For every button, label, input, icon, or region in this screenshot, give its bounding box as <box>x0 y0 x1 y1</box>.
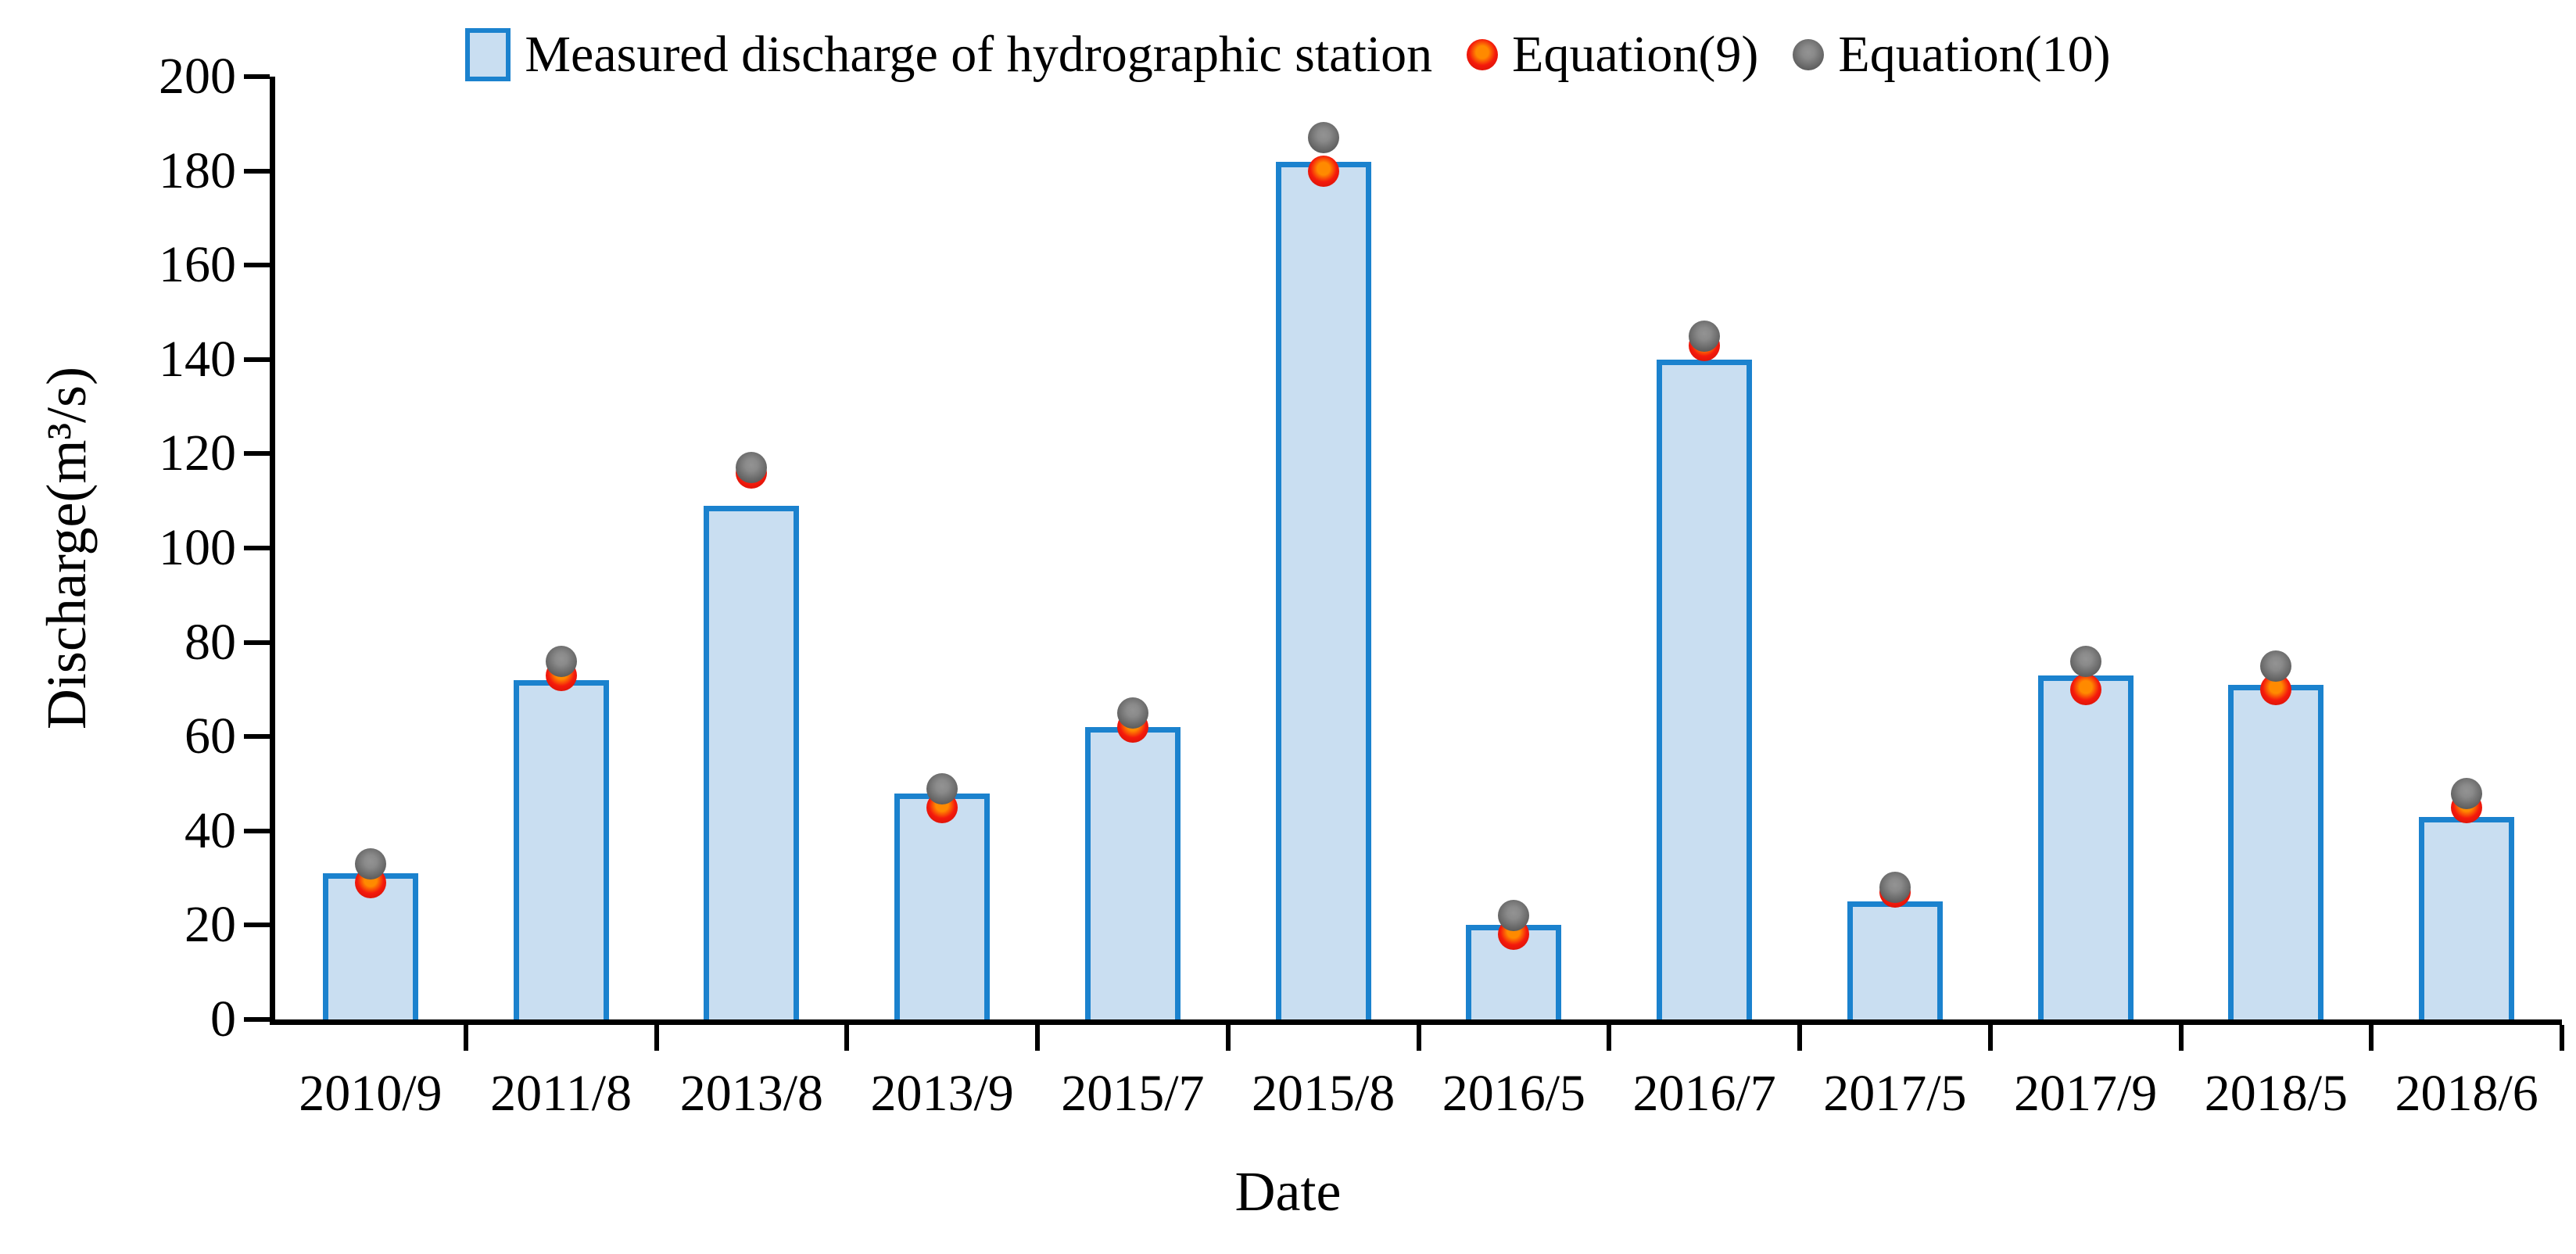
x-tick-label: 2018/5 <box>2204 1065 2348 1122</box>
bar <box>894 793 991 1019</box>
legend-item-measured: Measured discharge of hydrographic stati… <box>465 28 1432 81</box>
legend-label-eq10: Equation(10) <box>1838 26 2111 83</box>
y-tick-label: 180 <box>159 142 236 199</box>
bar <box>1657 359 1753 1019</box>
eq10-point <box>926 772 958 804</box>
y-tick-label: 140 <box>159 330 236 388</box>
y-tick-label: 80 <box>185 613 236 671</box>
x-tick <box>1987 1025 1993 1051</box>
eq10-point <box>545 645 577 677</box>
y-tick-label: 60 <box>185 708 236 765</box>
y-tick <box>244 168 270 174</box>
eq10-point <box>1689 320 1721 352</box>
legend-item-eq9: Equation(9) <box>1467 29 1758 81</box>
eq10-point <box>2069 645 2101 677</box>
x-tick <box>654 1025 659 1051</box>
x-tick <box>1416 1025 1421 1051</box>
eq10-point <box>354 848 386 880</box>
y-tick-label: 160 <box>159 236 236 294</box>
eq10-point <box>2260 650 2292 682</box>
x-tick <box>844 1025 850 1051</box>
y-tick-label: 20 <box>185 896 236 954</box>
y-tick <box>244 356 270 362</box>
bar <box>2419 816 2515 1019</box>
y-tick <box>244 923 270 928</box>
y-tick <box>244 1017 270 1022</box>
eq10-point <box>1307 122 1339 154</box>
eq9-point <box>2069 673 2101 705</box>
y-tick-label: 120 <box>159 425 236 482</box>
legend-label-eq9: Equation(9) <box>1512 26 1759 83</box>
x-tick-label: 2010/9 <box>299 1065 442 1122</box>
y-tick <box>244 546 270 550</box>
x-tick <box>1035 1025 1040 1051</box>
eq10-point <box>736 452 768 484</box>
x-tick-label: 2016/5 <box>1442 1065 1586 1122</box>
legend-label-measured: Measured discharge of hydrographic stati… <box>525 26 1433 83</box>
x-tick <box>2178 1025 2184 1051</box>
bar <box>1275 161 1371 1019</box>
eq10-point <box>1498 900 1530 932</box>
x-tick <box>1225 1025 1231 1051</box>
x-tick-label: 2017/5 <box>1823 1065 1967 1122</box>
bar <box>1084 727 1181 1019</box>
x-tick <box>463 1025 468 1051</box>
x-tick <box>1607 1025 1612 1051</box>
eq9-dot-icon <box>1467 39 1499 70</box>
bar <box>1847 901 1943 1019</box>
bar <box>2228 684 2324 1019</box>
y-tick <box>244 734 270 740</box>
plot-area: 0 20 40 60 80 100 120 140 160 180 200 2010/9 2011/8 2… <box>159 51 2564 1120</box>
eq10-point <box>1116 697 1148 729</box>
bar <box>704 505 800 1019</box>
x-tick-label: 2017/9 <box>2013 1065 2158 1122</box>
x-axis-title: Date <box>1234 1160 1342 1223</box>
x-tick-label: 2011/8 <box>490 1065 632 1122</box>
y-tick <box>244 451 270 457</box>
y-tick-label: 40 <box>185 801 236 859</box>
x-tick-label: 2016/7 <box>1632 1065 1776 1122</box>
bar <box>513 679 609 1019</box>
y-tick <box>244 263 270 268</box>
legend-item-eq10: Equation(10) <box>1793 26 2111 83</box>
x-tick-label: 2015/8 <box>1251 1065 1395 1122</box>
eq10-point <box>1879 872 1911 904</box>
y-tick-label: 200 <box>159 48 236 105</box>
eq10-point <box>2451 777 2483 809</box>
eq10-dot-icon <box>1793 39 1825 70</box>
bar <box>2037 675 2134 1019</box>
y-tick <box>244 640 270 645</box>
measured-bar-swatch-icon <box>465 28 511 81</box>
x-tick-label: 2013/9 <box>870 1065 1014 1122</box>
x-tick-label: 2015/7 <box>1061 1065 1205 1122</box>
y-tick-label: 0 <box>210 991 236 1048</box>
x-tick <box>1797 1025 1802 1051</box>
x-tick <box>2560 1025 2564 1051</box>
y-tick <box>244 74 270 79</box>
x-tick <box>2369 1025 2374 1051</box>
eq9-point <box>1307 155 1339 187</box>
x-tick-label: 2018/6 <box>2395 1065 2538 1122</box>
y-tick-label: 100 <box>159 519 236 576</box>
x-tick-label: 2013/8 <box>679 1065 824 1122</box>
y-tick <box>244 828 270 833</box>
chart-legend: Measured discharge of hydrographic stati… <box>0 17 2576 92</box>
